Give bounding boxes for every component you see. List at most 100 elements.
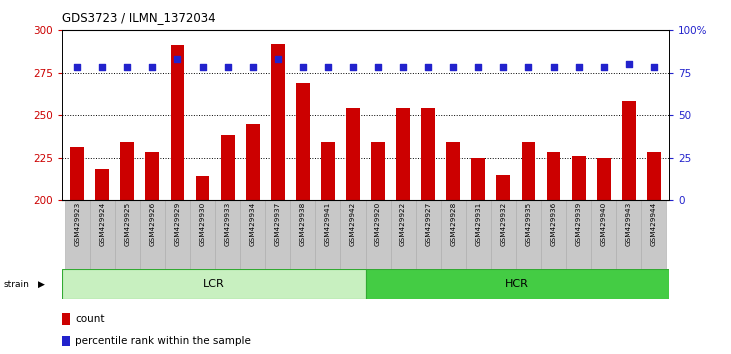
Text: HCR: HCR <box>505 279 529 289</box>
Bar <box>321 142 335 200</box>
Bar <box>240 200 265 269</box>
Point <box>523 65 534 70</box>
Text: GSM429933: GSM429933 <box>224 202 230 246</box>
Text: GSM429928: GSM429928 <box>450 202 456 246</box>
Text: GSM429941: GSM429941 <box>325 202 331 246</box>
Text: GDS3723 / ILMN_1372034: GDS3723 / ILMN_1372034 <box>62 11 216 24</box>
Bar <box>315 200 341 269</box>
Text: GSM429937: GSM429937 <box>275 202 281 246</box>
Point <box>297 65 308 70</box>
Text: GSM429944: GSM429944 <box>651 202 657 246</box>
Bar <box>522 142 535 200</box>
Text: GSM429940: GSM429940 <box>601 202 607 246</box>
Bar <box>221 136 235 200</box>
Text: GSM429939: GSM429939 <box>575 202 582 246</box>
Text: LCR: LCR <box>203 279 224 289</box>
Bar <box>466 200 491 269</box>
Bar <box>296 83 310 200</box>
Bar <box>366 200 390 269</box>
Bar <box>190 200 215 269</box>
Point <box>96 65 108 70</box>
Bar <box>140 200 165 269</box>
Bar <box>471 158 485 200</box>
Text: GSM429932: GSM429932 <box>501 202 507 246</box>
Text: GSM429935: GSM429935 <box>526 202 531 246</box>
Bar <box>346 108 360 200</box>
Text: count: count <box>75 314 105 324</box>
Text: strain: strain <box>4 280 29 289</box>
Bar <box>616 200 641 269</box>
Bar <box>62 336 70 346</box>
Point <box>247 65 259 70</box>
Text: GSM429922: GSM429922 <box>400 202 406 246</box>
Bar <box>441 200 466 269</box>
Point <box>397 65 409 70</box>
Text: GSM429926: GSM429926 <box>149 202 156 246</box>
Bar <box>541 200 566 269</box>
Point <box>172 56 183 62</box>
Point <box>347 65 359 70</box>
Bar <box>390 200 416 269</box>
Bar <box>496 175 510 200</box>
Bar <box>215 200 240 269</box>
Bar <box>491 200 516 269</box>
Text: GSM429923: GSM429923 <box>74 202 80 246</box>
Bar <box>596 158 610 200</box>
Bar <box>366 269 669 299</box>
Point <box>221 65 233 70</box>
Text: GSM429925: GSM429925 <box>124 202 130 246</box>
Bar <box>447 142 460 200</box>
Point <box>272 56 284 62</box>
Bar <box>547 153 561 200</box>
Point <box>623 61 635 67</box>
Text: GSM429943: GSM429943 <box>626 202 632 246</box>
Text: GSM429931: GSM429931 <box>475 202 481 246</box>
Bar <box>641 200 667 269</box>
Bar <box>516 200 541 269</box>
Text: GSM429934: GSM429934 <box>250 202 256 246</box>
Bar <box>121 142 135 200</box>
Bar <box>95 170 109 200</box>
Bar <box>246 124 260 200</box>
Point <box>598 65 610 70</box>
Point <box>146 65 158 70</box>
Text: ▶: ▶ <box>38 280 45 289</box>
Bar <box>416 200 441 269</box>
Bar <box>371 142 385 200</box>
Bar <box>566 200 591 269</box>
Point <box>322 65 334 70</box>
Text: GSM429929: GSM429929 <box>175 202 181 246</box>
Point <box>648 65 659 70</box>
Text: GSM429936: GSM429936 <box>550 202 556 246</box>
Bar <box>170 45 184 200</box>
Point <box>423 65 434 70</box>
Bar <box>271 44 284 200</box>
Bar <box>265 200 290 269</box>
Point <box>447 65 459 70</box>
Bar <box>421 108 435 200</box>
Point <box>548 65 559 70</box>
Text: GSM429924: GSM429924 <box>99 202 105 246</box>
Point <box>72 65 83 70</box>
Bar <box>70 147 84 200</box>
Bar <box>290 200 315 269</box>
Text: GSM429927: GSM429927 <box>425 202 431 246</box>
Point <box>498 65 510 70</box>
Point <box>573 65 585 70</box>
Text: percentile rank within the sample: percentile rank within the sample <box>75 336 251 346</box>
Text: GSM429920: GSM429920 <box>375 202 381 246</box>
Bar <box>647 153 661 200</box>
Bar <box>341 200 366 269</box>
Bar <box>591 200 616 269</box>
Point <box>197 65 208 70</box>
Bar <box>62 313 70 325</box>
Text: GSM429930: GSM429930 <box>200 202 205 246</box>
Bar <box>196 176 209 200</box>
Bar <box>115 200 140 269</box>
Bar <box>396 108 410 200</box>
Point <box>121 65 133 70</box>
Bar <box>145 153 159 200</box>
Bar <box>90 200 115 269</box>
Bar <box>64 200 90 269</box>
Text: GSM429942: GSM429942 <box>350 202 356 246</box>
